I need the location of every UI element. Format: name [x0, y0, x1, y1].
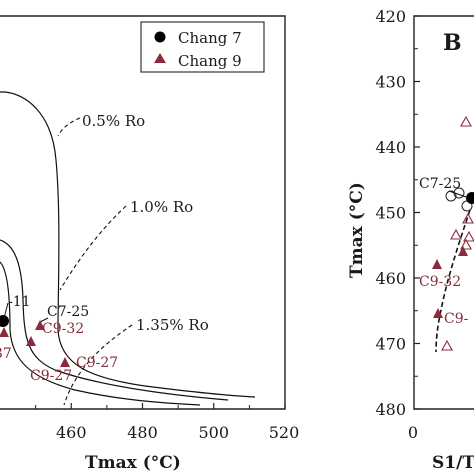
right-open-triangle	[460, 115, 472, 127]
c7-25-leader	[39, 317, 49, 323]
right-ytick-label-480: 480	[375, 400, 406, 419]
legend-box	[140, 21, 265, 73]
panel-label-b: B	[443, 30, 462, 56]
chang9-label-c7-25: C7-25	[47, 304, 89, 320]
right-ytick-label-470: 470	[375, 335, 406, 354]
chang9-point-c9-27	[60, 357, 70, 367]
right-x-axis-label: S1/T	[432, 453, 474, 473]
chang9-label-c9-35: C9-27	[30, 368, 72, 384]
legend-chang9-marker	[154, 53, 166, 63]
right-chang7-point	[466, 192, 474, 204]
chang7-leader	[3, 302, 9, 319]
left-x-ticks	[35, 403, 286, 409]
chang9-point-c9-35	[26, 336, 36, 346]
right-open-triangle	[441, 339, 453, 351]
right-ytick-label-450: 450	[375, 204, 406, 223]
right-y-axis-label: Tmax (°C)	[347, 182, 367, 278]
ro-curve-middle	[0, 239, 229, 401]
legend-chang7-label: Chang 7	[178, 29, 242, 47]
left-xtick-label-480: 480	[127, 423, 158, 442]
right-y-tick-labels: 420 430 440 450 460 470 480	[375, 7, 406, 419]
right-ytick-label-420: 420	[375, 7, 406, 26]
ro-label-1-0: 1.0% Ro	[130, 198, 193, 216]
left-xtick-label-520: 520	[269, 423, 300, 442]
right-label-c9-32: C9-32	[419, 274, 461, 290]
chang9-point-37	[0, 327, 9, 337]
ro-curve-inner	[0, 261, 201, 406]
chang7-point	[0, 315, 9, 327]
right-panel: 420 430 440 450 460 470 480 Tmax (°C) 0 S1/T B…	[347, 7, 474, 473]
chang9-label-c9-27: C9-27	[76, 355, 118, 371]
right-ytick-label-460: 460	[375, 269, 406, 288]
right-ytick-label-430: 430	[375, 73, 406, 92]
right-c7-25-leader	[448, 190, 470, 199]
ro-leader-0-5	[57, 117, 81, 137]
right-trend-line	[435, 209, 471, 353]
right-label-c9: C9-	[444, 311, 469, 327]
chang9-label-37: 37	[0, 346, 12, 362]
left-panel: 460 480 500 520 Tmax (°C) 0.5% Ro 1.0% R…	[0, 15, 300, 473]
right-chang9-point-c9-32	[432, 259, 442, 269]
right-y-ticks	[414, 15, 420, 410]
ro-label-1-35: 1.35% Ro	[136, 316, 209, 334]
ro-leader-1-0	[59, 205, 127, 291]
chang7-point-label: -11	[8, 294, 31, 310]
ro-label-0-5: 0.5% Ro	[82, 112, 145, 130]
right-open-circle	[445, 190, 457, 202]
right-open-triangle	[450, 228, 462, 240]
chang9-point-c9-32	[35, 320, 45, 330]
right-open-triangle	[460, 238, 472, 250]
left-xtick-label-500: 500	[198, 423, 229, 442]
right-chang9-point-c9	[433, 308, 443, 318]
legend-chang7-marker	[154, 31, 166, 43]
right-ytick-label-440: 440	[375, 138, 406, 157]
right-open-triangle	[462, 212, 474, 224]
right-label-c7-25: C7-25	[419, 176, 461, 192]
legend-chang9-label: Chang 9	[178, 52, 242, 70]
left-xtick-label-460: 460	[56, 423, 87, 442]
right-open-triangle	[463, 230, 474, 242]
chang9-label-c9-32: C9-32	[42, 321, 84, 337]
right-xtick-label-0: 0	[408, 423, 418, 442]
left-x-axis-label: Tmax (°C)	[85, 453, 181, 473]
ro-curve-outer	[0, 91, 256, 398]
right-chang9-point	[458, 246, 468, 256]
